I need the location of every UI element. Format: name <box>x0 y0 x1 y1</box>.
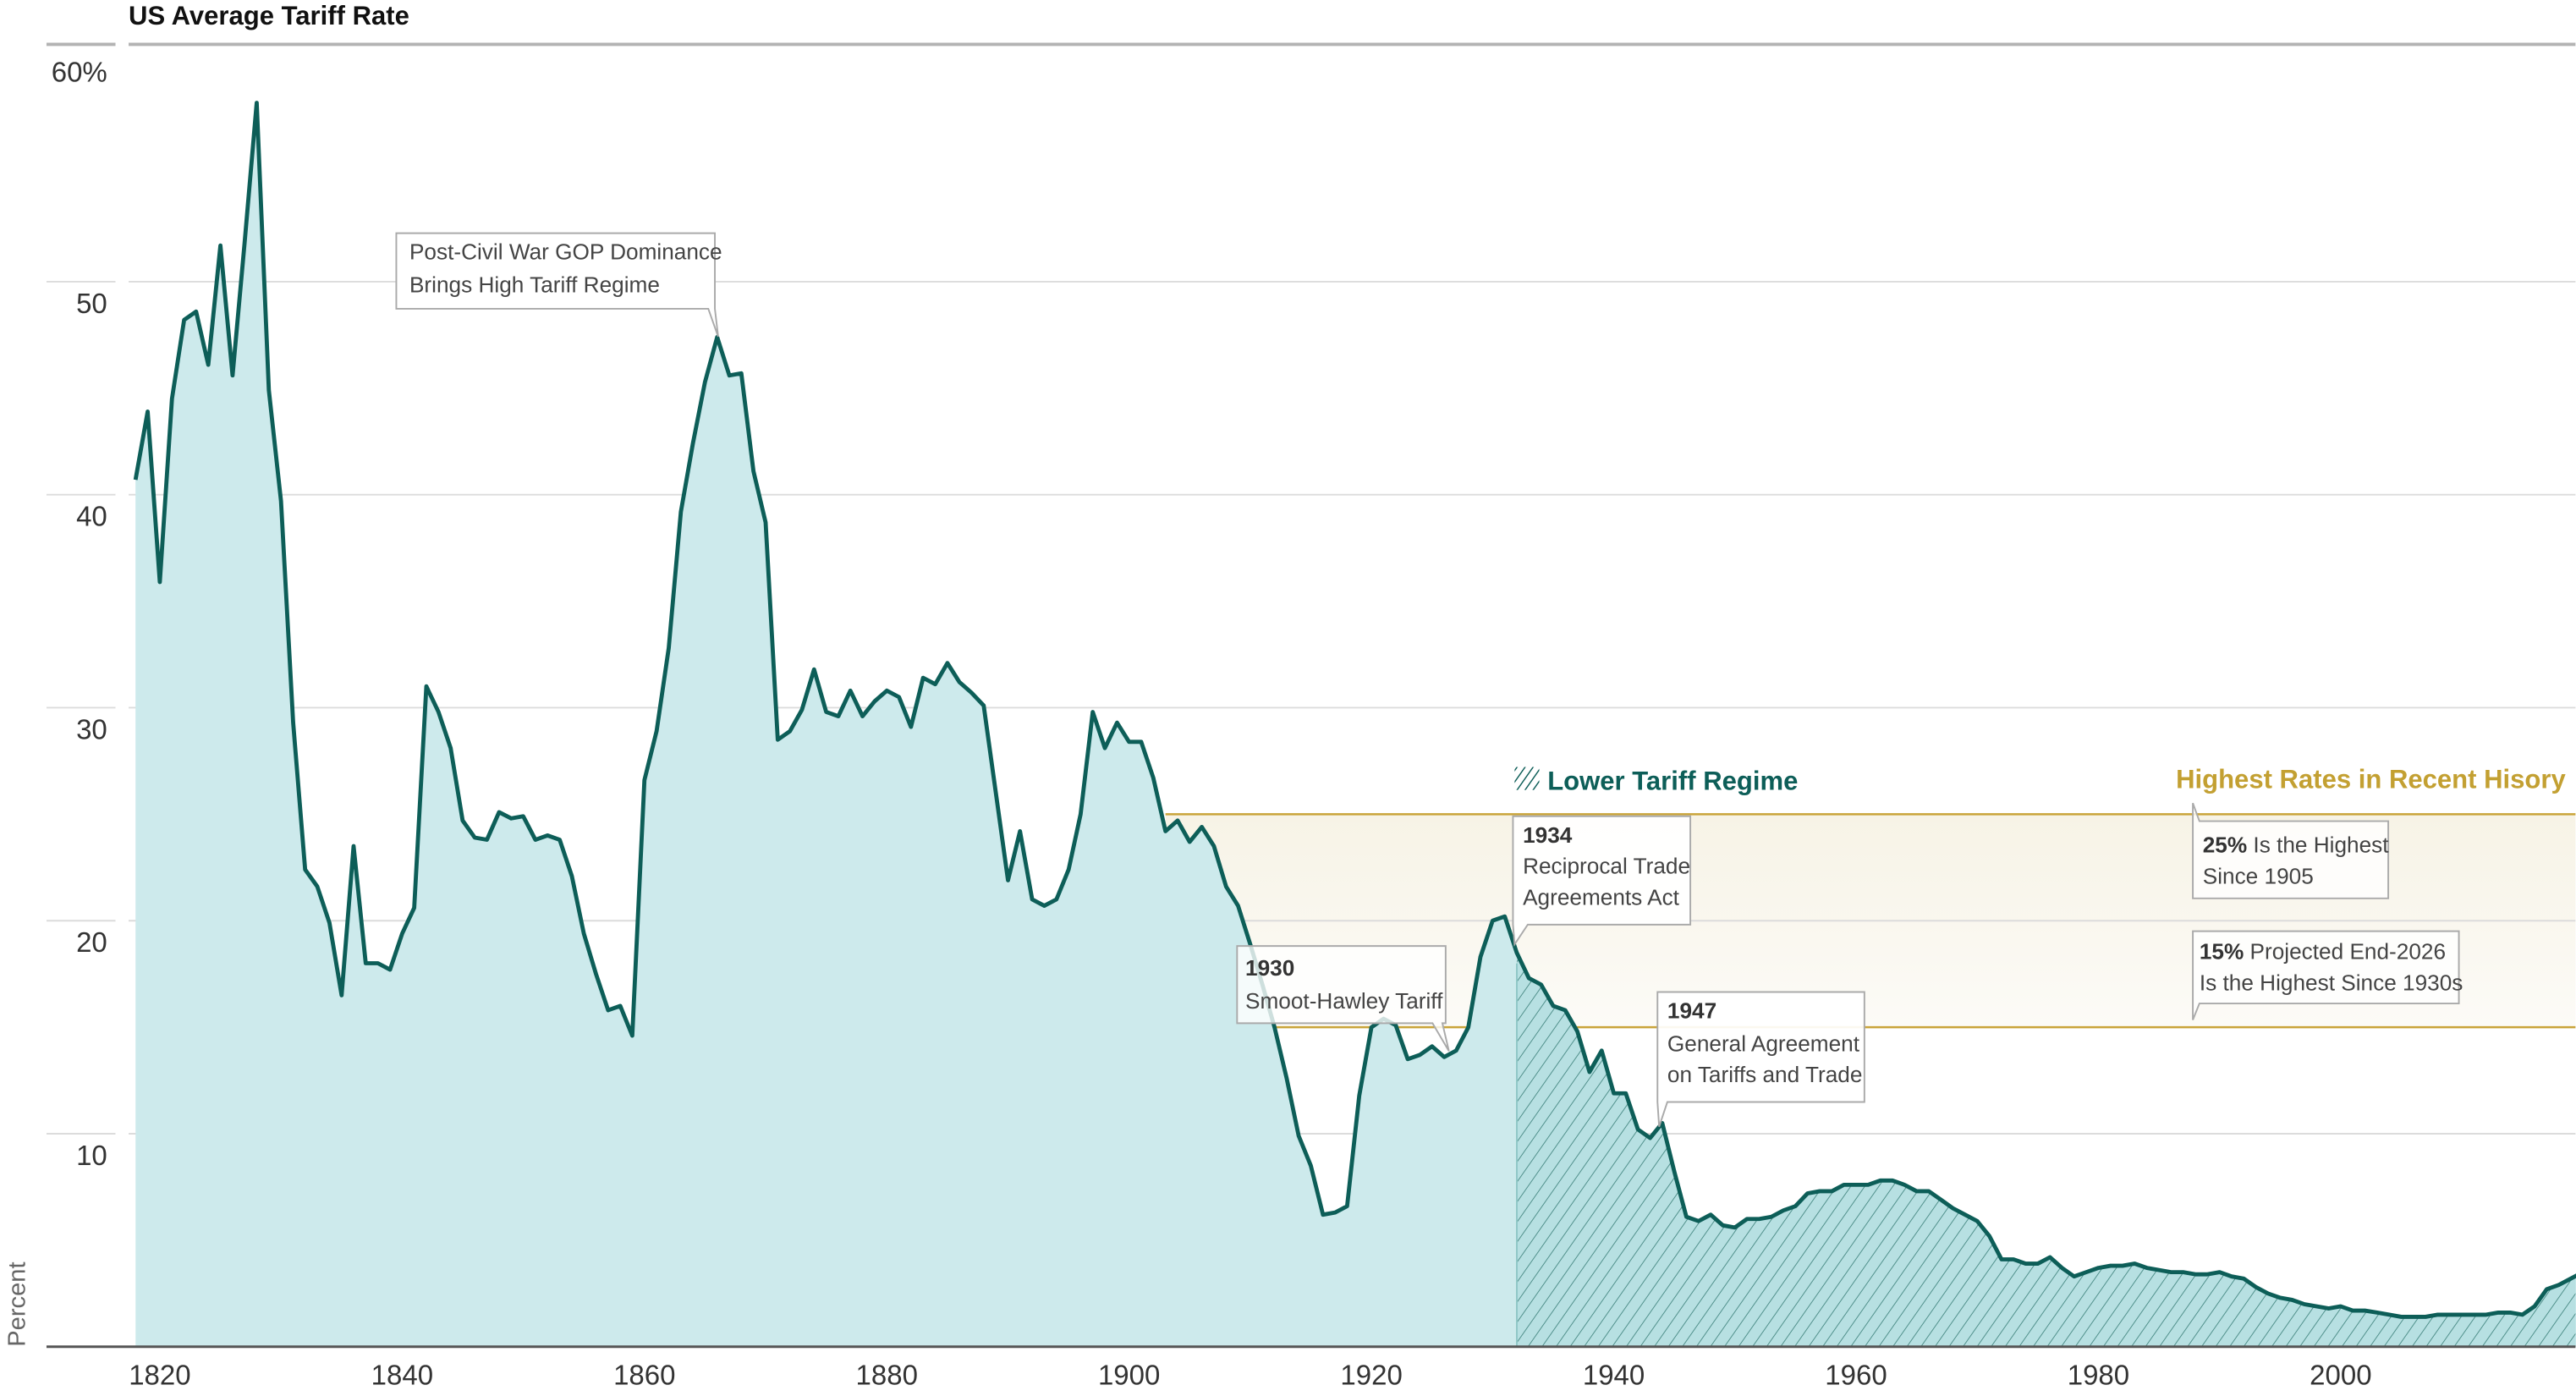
callout-bold: 25% <box>2203 832 2247 857</box>
callout-25pct: 25% Is the Highest Since 1905 <box>2192 802 2390 899</box>
x-tick-label: 1940 <box>1583 1359 1645 1390</box>
hatch-legend-icon <box>1514 767 1540 790</box>
callout-civil-war: Post-Civil War GOP Dominance Brings High… <box>395 232 722 338</box>
y-axis-label: Percent <box>4 1261 31 1346</box>
callout-year: 1930 <box>1245 955 1294 981</box>
axes: 1820 1840 1860 1880 1900 1920 1940 1960 1980 2000 <box>46 1345 2576 1390</box>
callout-1947: 1947 General Agreement on Tariffs and Tr… <box>1656 991 1865 1127</box>
lower-tariff-label: Lower Tariff Regime <box>1547 767 1798 796</box>
chart-title: US Average Tariff Rate <box>129 1 409 30</box>
x-tick-label: 1980 <box>2068 1359 2129 1390</box>
callout-year: 1934 <box>1523 822 1573 848</box>
y-tick-label: 10 <box>76 1140 107 1171</box>
x-tick-label: 1840 <box>371 1359 433 1390</box>
callout-text: Smoot-Hawley Tariff <box>1245 988 1443 1014</box>
y-tick-label: 30 <box>76 713 107 745</box>
y-tick-label: 50 <box>76 288 107 319</box>
area-layer <box>133 101 2576 1347</box>
callout-rest: Is the Highest <box>2247 832 2389 857</box>
callout-1930: 1930 Smoot-Hawley Tariff <box>1236 945 1450 1052</box>
x-tick-label: 1820 <box>129 1359 190 1390</box>
callout-text: on Tariffs and Trade <box>1667 1062 1863 1087</box>
y-tick-label: 40 <box>76 501 107 532</box>
callout-year: 1947 <box>1667 998 1716 1024</box>
callout-text: 15% Projected End-2026 <box>2200 939 2446 965</box>
callout-text: Brings High Tariff Regime <box>409 272 660 298</box>
callout-text: Agreements Act <box>1523 885 1680 910</box>
callout-rest: Projected End-2026 <box>2244 939 2446 965</box>
x-tick-label: 1960 <box>1825 1359 1887 1390</box>
x-tick-label: 2000 <box>2310 1359 2371 1390</box>
callout-text: Is the Highest Since 1930s <box>2200 970 2463 996</box>
callout-text: 25% Is the Highest <box>2203 832 2390 857</box>
callout-bold: 15% <box>2200 939 2244 965</box>
x-tick-label: 1900 <box>1098 1359 1160 1390</box>
callout-text: Since 1905 <box>2203 863 2314 888</box>
callout-1934: 1934 Reciprocal Trade Agreements Act <box>1512 815 1692 948</box>
hatched-area <box>1516 953 2576 1347</box>
callout-text: Reciprocal Trade <box>1523 854 1690 879</box>
x-tick-label: 1880 <box>856 1359 918 1390</box>
highest-rates-label: Highest Rates in Recent Hisory <box>2176 765 2566 794</box>
x-tick-label: 1860 <box>613 1359 675 1390</box>
callout-text: General Agreement <box>1667 1031 1860 1056</box>
x-tick-label: 1920 <box>1340 1359 1402 1390</box>
y-tick-label: 60% <box>52 57 107 88</box>
y-tick-label: 20 <box>76 926 107 958</box>
series-line <box>133 101 2576 1319</box>
callout-text: Post-Civil War GOP Dominance <box>409 239 722 265</box>
callout-15pct: 15% Projected End-2026 Is the Highest Si… <box>2192 930 2463 1020</box>
